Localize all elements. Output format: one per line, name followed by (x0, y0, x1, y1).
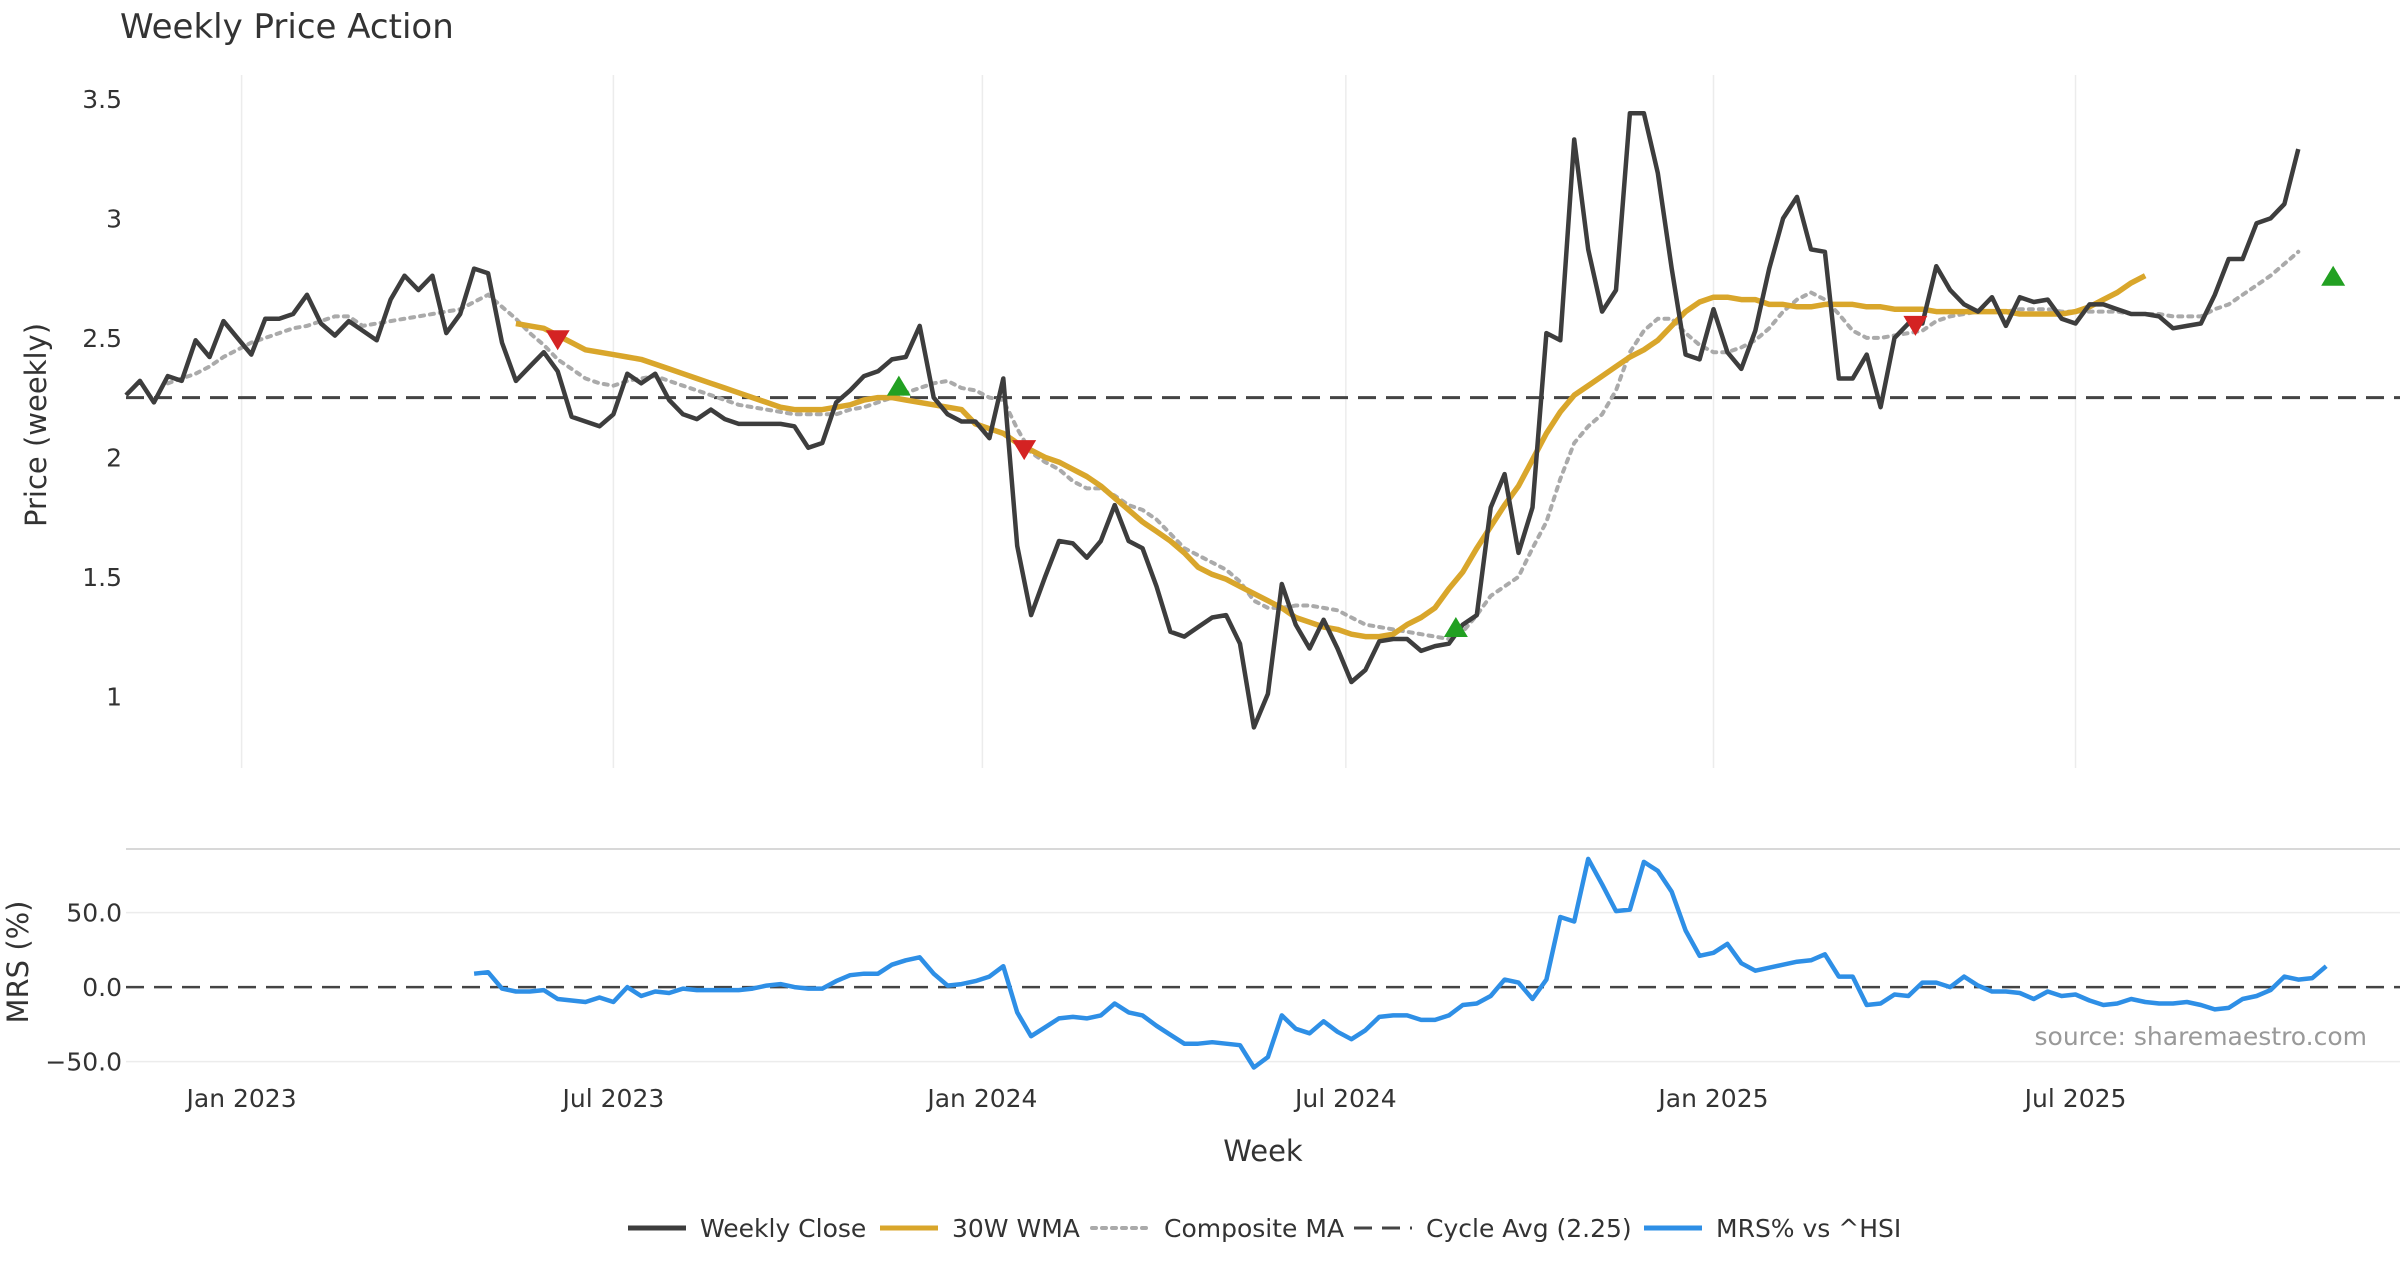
price-y-tick-label: 3.5 (82, 85, 122, 114)
price-y-tick-label: 1 (106, 682, 122, 711)
x-tick-label: Jul 2025 (2023, 1084, 2127, 1113)
price-y-tick-label: 2.5 (82, 324, 122, 353)
x-tick-label: Jan 2023 (185, 1084, 297, 1113)
price-y-ticks: 1 1.5 2 2.5 3 3.5 (82, 85, 122, 711)
legend: Weekly Close 30W WMA Composite MA Cycle Avg… (628, 1214, 1901, 1243)
x-ticks: Jan 2023 Jul 2023 Jan 2024 Jul 2024 Jan 2025… (185, 1084, 2127, 1113)
price-y-axis-label: Price (weekly) (19, 323, 53, 527)
series-group (124, 110, 2400, 1070)
x-tick-label: Jan 2025 (1656, 1084, 1768, 1113)
mrs-y-tick-label: 50.0 (66, 899, 122, 928)
buy-signal-marker (886, 375, 911, 396)
mrs-y-axis-label: MRS (%) (1, 901, 35, 1024)
price-y-tick-label: 3 (106, 204, 122, 233)
source-attribution: source: sharemaestro.com (2035, 1022, 2368, 1051)
chart-title: Weekly Price Action (120, 7, 454, 47)
x-tick-label: Jul 2023 (561, 1084, 665, 1113)
price-y-tick-label: 1.5 (82, 563, 122, 592)
mrs-y-ticks: 50.0 0.0 −50.0 (45, 899, 122, 1077)
mrs-y-tick-label: 0.0 (82, 973, 122, 1002)
x-axis-label: Week (1223, 1134, 1303, 1168)
mrs-y-tick-label: −50.0 (45, 1048, 122, 1077)
signal-markers (545, 265, 2346, 638)
legend-label: MRS% vs ^HSI (1716, 1214, 1901, 1243)
legend-label: 30W WMA (952, 1214, 1080, 1243)
legend-label: Composite MA (1164, 1214, 1344, 1243)
sell-signal-marker (545, 330, 570, 351)
buy-signal-marker (2321, 265, 2346, 286)
mrs-line (473, 856, 2328, 1070)
weekly-close-line (124, 110, 2301, 730)
wma-30w-line (515, 273, 2147, 640)
sell-signal-marker (1903, 315, 1928, 336)
price-y-tick-label: 2 (106, 443, 122, 472)
x-tick-label: Jul 2024 (1293, 1084, 1397, 1113)
legend-label: Weekly Close (700, 1214, 866, 1243)
legend-label: Cycle Avg (2.25) (1426, 1214, 1632, 1243)
x-tick-label: Jan 2024 (925, 1084, 1037, 1113)
buy-signal-marker (1443, 617, 1468, 638)
sell-signal-marker (1012, 440, 1037, 461)
price-grid (240, 75, 2077, 768)
